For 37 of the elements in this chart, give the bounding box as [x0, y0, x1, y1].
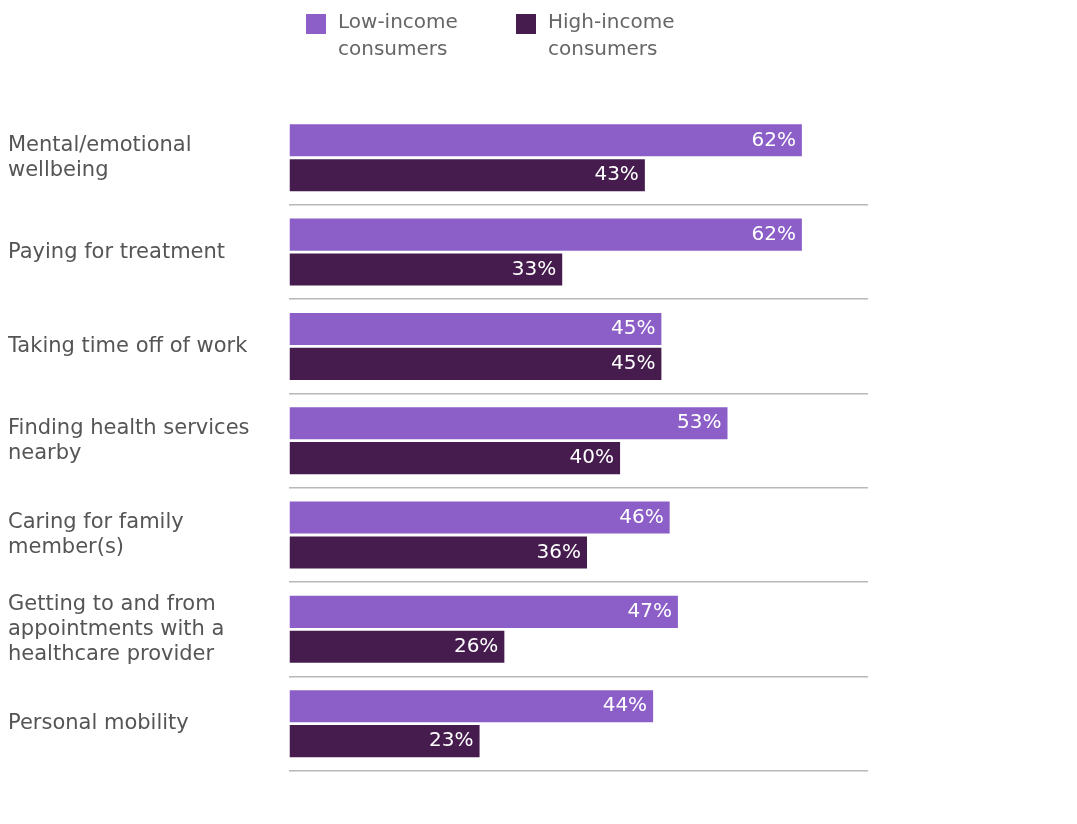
data-label: 33%: [511, 255, 557, 280]
bar: [289, 690, 654, 723]
bar: [289, 218, 802, 251]
bar: [289, 725, 480, 758]
legend-label: High-income consumers: [548, 8, 676, 62]
bar: [289, 159, 645, 192]
y-tick-label: Getting to and from appointments with a healthcare provider: [8, 590, 225, 665]
bar: [289, 442, 621, 475]
y-tick-label: Paying for treatment: [8, 238, 226, 263]
bar: [289, 347, 662, 380]
data-label: 43%: [594, 161, 639, 186]
data-label: 40%: [569, 444, 615, 469]
data-label: 47%: [627, 598, 672, 623]
data-label: 53%: [677, 409, 722, 434]
y-tick-label: Mental/emotional wellbeing: [8, 131, 192, 181]
data-label: 45%: [610, 315, 656, 340]
bar: [289, 407, 728, 440]
y-tick-label: Taking time off of work: [7, 332, 249, 357]
bar: [289, 595, 678, 628]
data-label: 62%: [751, 220, 796, 245]
y-tick-label: Personal mobility: [8, 710, 189, 735]
data-label: 23%: [429, 727, 474, 752]
bar: [289, 312, 662, 345]
bar: [289, 501, 670, 534]
y-tick-label: Finding health services nearby: [8, 414, 250, 464]
legend-label: Low-income consumers: [338, 8, 459, 62]
data-label: 36%: [536, 538, 582, 563]
bar: [289, 253, 563, 286]
bar: [289, 536, 588, 569]
bar: [289, 630, 505, 663]
data-label: 44%: [602, 692, 648, 717]
data-label: 45%: [610, 350, 656, 375]
data-label: 62%: [751, 126, 796, 151]
bar: [289, 124, 802, 157]
data-label: 26%: [453, 632, 499, 657]
y-tick-label: Caring for family member(s): [8, 508, 184, 559]
data-label: 46%: [619, 503, 664, 528]
